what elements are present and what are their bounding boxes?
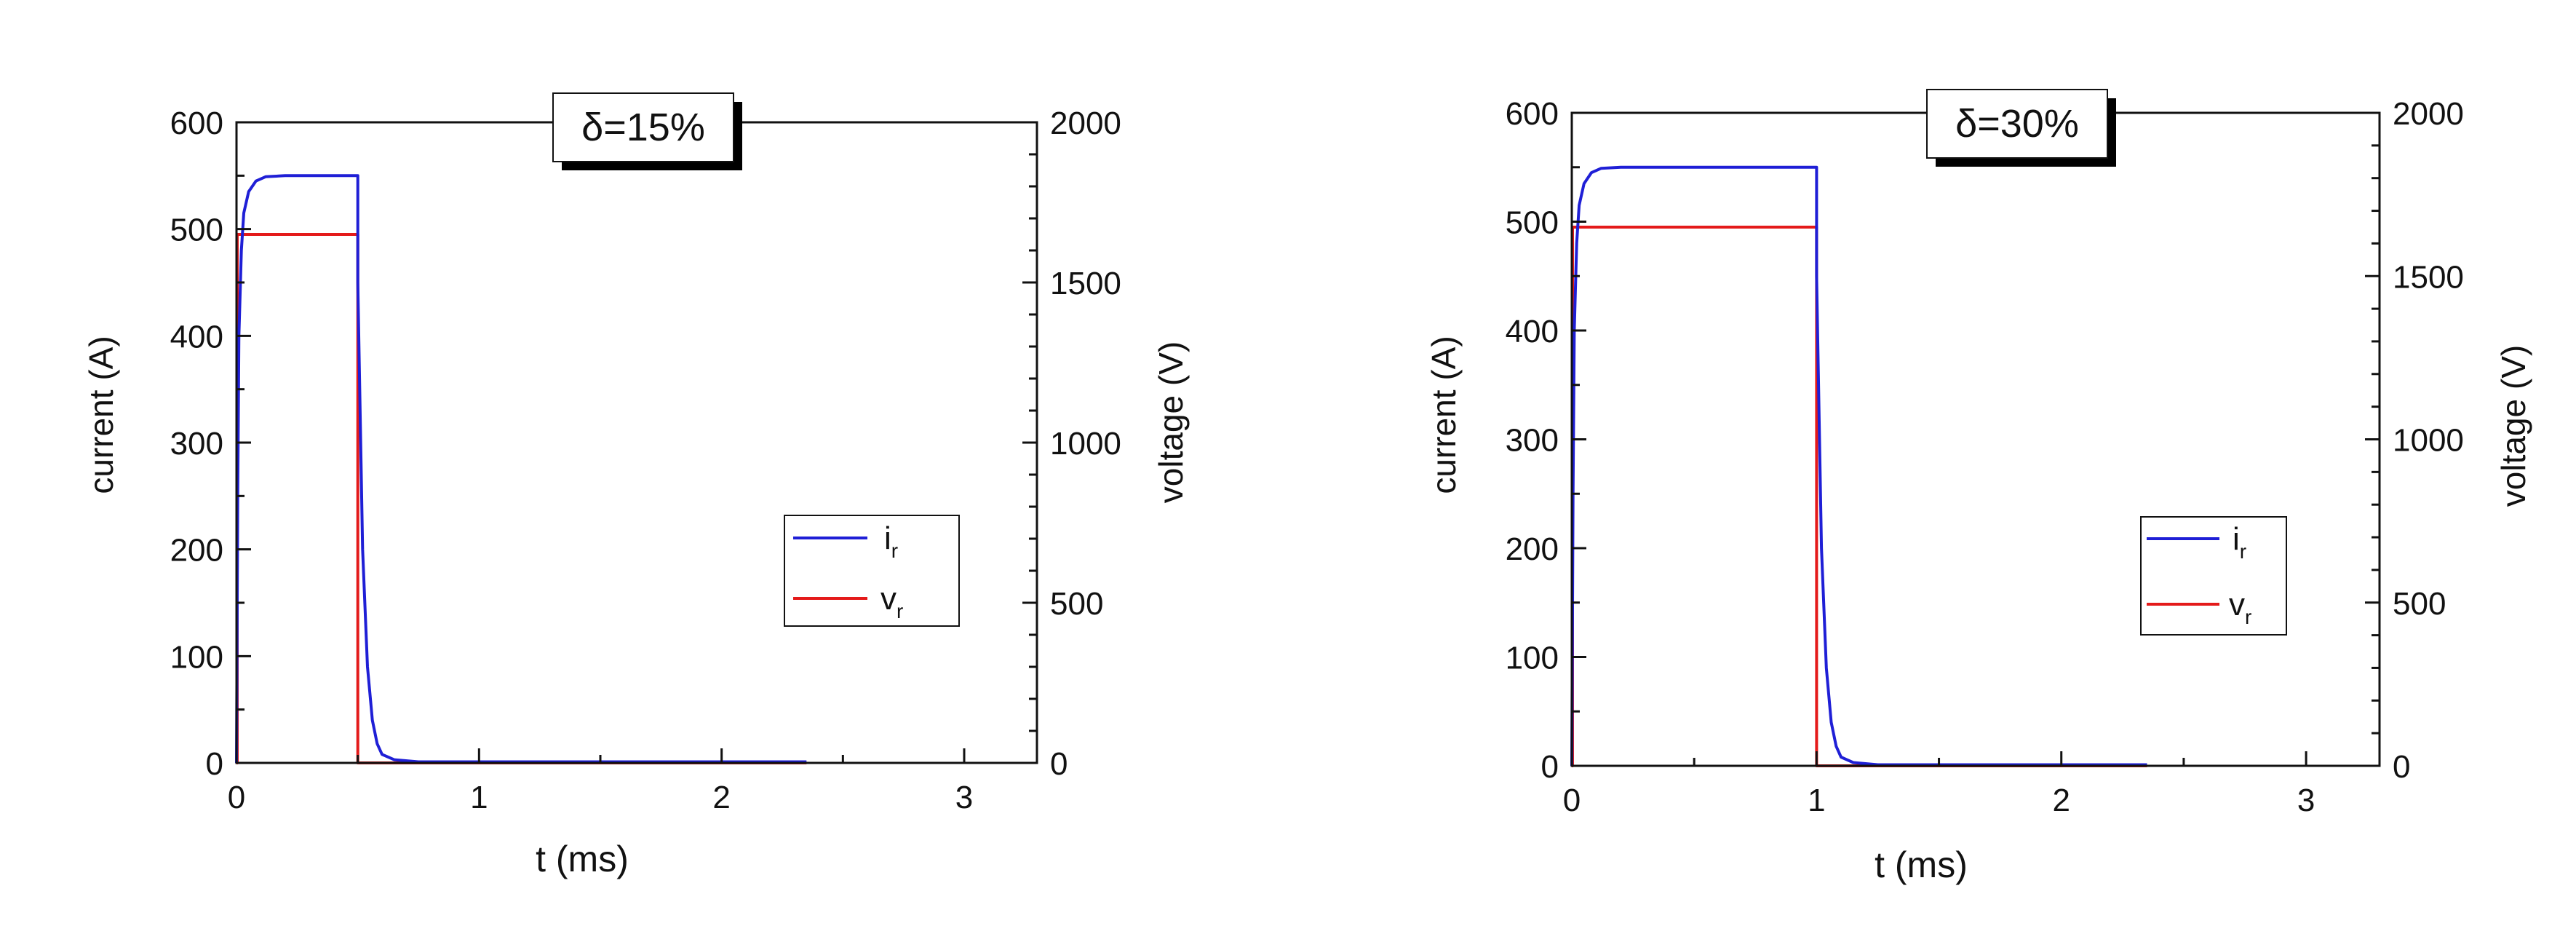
legend-ir-name: i [2233, 521, 2240, 557]
y2-tick-label: 1000 [2393, 423, 2464, 459]
x-tick-label: 2 [2052, 783, 2070, 818]
x-tick-label: 0 [1563, 783, 1581, 818]
y2-tick-label: 2000 [1050, 106, 1121, 141]
y2-tick-label: 1500 [1050, 266, 1121, 301]
legend-ir-sub: r [2240, 540, 2246, 563]
y2-tick-label: 1500 [2393, 259, 2464, 295]
x-axis-title: t (ms) [1875, 844, 1968, 885]
series-line-vr [236, 233, 807, 764]
legend-ir-name: i [884, 520, 891, 556]
legend: ir vr [784, 515, 960, 627]
series-line-ir [235, 174, 807, 764]
legend-vr-name: v [2229, 587, 2245, 622]
y2-axis-title: voltage (V) [2494, 345, 2532, 507]
y-tick-label: 600 [1506, 96, 1559, 132]
series-line-vr [1571, 226, 2147, 767]
title-box [552, 92, 734, 162]
series-layer [1570, 165, 2147, 767]
chart-duty-15: 0 1 2 301002003004005006000500100015002000 … [82, 92, 1190, 879]
y2-tick-label: 0 [1050, 746, 1068, 782]
y2-tick-label: 0 [2393, 749, 2410, 785]
y2-tick-label: 500 [2393, 586, 2446, 622]
x-tick-label: 1 [470, 780, 488, 815]
x-tick-label: 2 [712, 780, 730, 815]
y2-tick-label: 1000 [1050, 426, 1121, 462]
legend-label-ir: ir [2233, 521, 2246, 563]
chart-title: δ=15% [581, 106, 705, 149]
tick-layer: 0 1 2 3 0 100 200 300 400 500 600 0 500 1000 1500 2000 [170, 106, 1121, 815]
legend-box [2140, 516, 2287, 636]
y2-tick-label: 500 [1050, 586, 1103, 622]
tick-layer: 0 1 2 3 0 100 200 300 400 500 600 0 500 1000 1500 2000 [1506, 96, 2464, 818]
y-tick-label: 400 [170, 319, 223, 355]
x-tick-label: 1 [1808, 783, 1825, 818]
y-tick-label: 100 [170, 639, 223, 675]
y-tick-label: 500 [1506, 205, 1559, 241]
series-line-ir [1570, 165, 2147, 767]
y2-tick-label: 2000 [2393, 96, 2464, 132]
legend-label-vr: vr [2229, 587, 2251, 628]
plot-frame [1570, 111, 2381, 767]
series-layer [235, 174, 807, 764]
y-axis-title: current (A) [82, 336, 120, 494]
chart-duty-30: 0 1 2 301002003004005006000500100015002000 … [1425, 89, 2532, 885]
y-tick-label: 100 [1506, 641, 1559, 676]
legend-label-vr: vr [880, 581, 903, 622]
legend-box [784, 515, 960, 627]
legend-label-ir: ir [884, 520, 898, 562]
x-tick-label: 3 [2297, 783, 2315, 818]
legend: ir vr [2140, 516, 2287, 636]
y-tick-label: 400 [1506, 314, 1559, 349]
y-tick-label: 200 [1506, 531, 1559, 567]
y-tick-label: 500 [170, 213, 223, 248]
x-tick-label: 0 [228, 780, 245, 815]
legend-vr-name: v [880, 581, 897, 617]
y-tick-label: 0 [1541, 749, 1559, 785]
y-axis-title: current (A) [1425, 336, 1463, 494]
y-tick-label: 600 [170, 106, 223, 141]
y-tick-label: 0 [206, 746, 223, 782]
y-tick-label: 300 [1506, 423, 1559, 459]
legend-vr-sub: r [2245, 606, 2251, 628]
chart-title: δ=30% [1955, 102, 2079, 146]
y-tick-label: 200 [170, 533, 223, 569]
y2-axis-title: voltage (V) [1152, 341, 1190, 503]
x-tick-label: 3 [955, 780, 973, 815]
legend-vr-sub: r [897, 600, 903, 622]
x-axis-title: t (ms) [536, 839, 629, 879]
title-box [1926, 89, 2108, 159]
legend-ir-sub: r [891, 539, 898, 562]
y-tick-label: 300 [170, 426, 223, 462]
